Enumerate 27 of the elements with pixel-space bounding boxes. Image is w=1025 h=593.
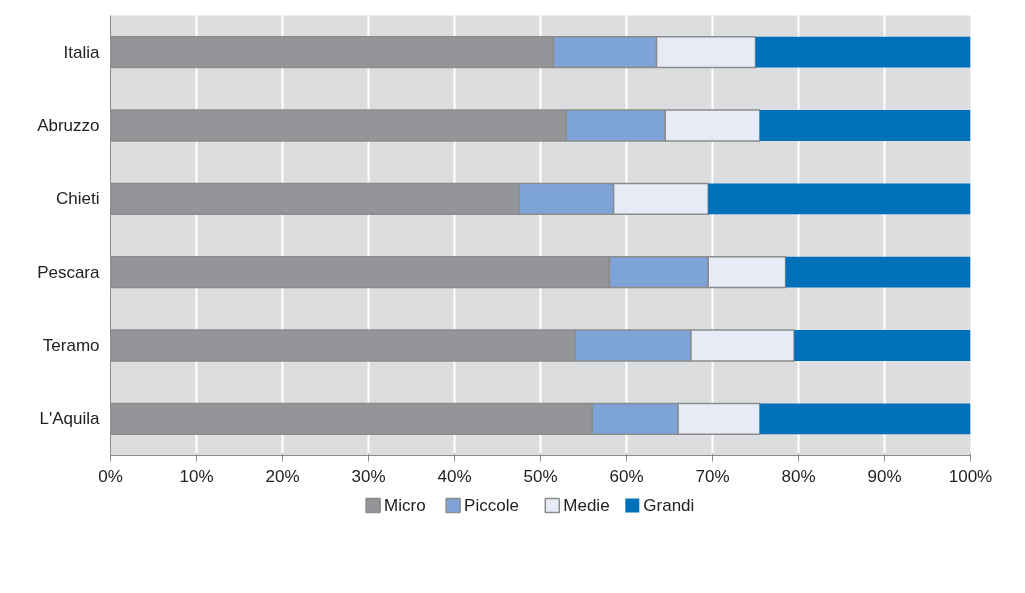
x-tick-label: 30% (351, 466, 386, 486)
y-tick-label: Abruzzo (37, 116, 100, 135)
x-tick-label: 90% (867, 466, 902, 486)
y-tick-label: Italia (63, 42, 101, 62)
y-tick-label: Pescara (37, 262, 101, 282)
legend-label: Medie (563, 496, 610, 515)
bar (759, 403, 971, 435)
x-tick-label: 0% (98, 466, 123, 486)
bar (785, 256, 971, 288)
bar (708, 183, 971, 215)
legend-label: Grandi (643, 496, 695, 515)
x-tick-label: 10% (179, 466, 214, 486)
y-tick-label: L'Aquila (39, 409, 101, 429)
x-tick-label: 40% (437, 466, 472, 486)
bar (755, 36, 971, 68)
x-tick-label: 100% (948, 466, 993, 486)
bar (794, 330, 971, 361)
y-tick-label: Chieti (56, 189, 100, 209)
legend-label: Piccole (464, 496, 519, 515)
x-tick-label: 60% (609, 466, 644, 486)
bar (759, 110, 971, 141)
x-tick-label: 20% (265, 466, 300, 486)
x-tick-label: 50% (523, 466, 558, 486)
x-tick-label: 80% (781, 466, 816, 486)
x-tick-label: 70% (695, 466, 730, 486)
y-tick-label: Teramo (42, 336, 100, 355)
legend-label: Micro (384, 496, 426, 515)
